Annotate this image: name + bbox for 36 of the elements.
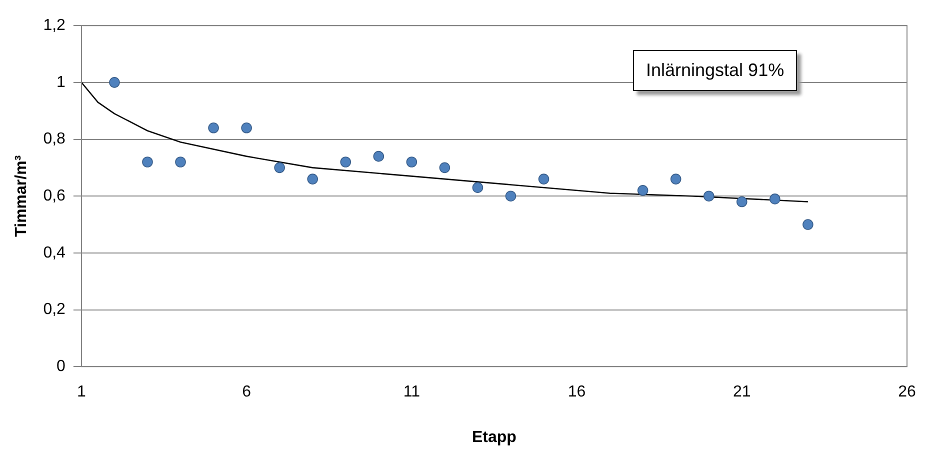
point [736, 196, 748, 208]
point [241, 122, 252, 134]
point [307, 174, 318, 184]
y-tick-label: 0,8 [43, 130, 66, 148]
x-tick-label: 16 [568, 384, 586, 401]
x-tick-label: 6 [242, 384, 252, 401]
point [109, 77, 120, 88]
point [142, 156, 153, 168]
x-tick-label: 11 [403, 384, 420, 401]
point [373, 150, 384, 162]
point [340, 156, 352, 168]
point [703, 190, 714, 202]
y-tick-label: 0,6 [43, 188, 66, 205]
y-tick-label: 0,4 [43, 244, 66, 262]
x-tick-label: 1 [76, 384, 86, 401]
point [439, 162, 450, 174]
point [505, 190, 516, 202]
point [175, 156, 186, 168]
point [208, 122, 219, 134]
y-tick-label: 1,2 [43, 17, 66, 34]
point [637, 185, 648, 196]
annotation: Inlärningstal 91% [633, 50, 798, 91]
x-tick-label: 21 [732, 384, 751, 401]
x-tick-label: 26 [898, 384, 916, 401]
y-tick-label: 0 [56, 358, 66, 376]
x-axis-title: Etapp [472, 428, 517, 446]
y-axis-title: Timmar/m³ [13, 155, 30, 237]
point [802, 219, 814, 230]
point [538, 174, 550, 184]
y-tick-label: 1 [56, 74, 66, 91]
y-tick-label: 0,2 [43, 301, 66, 318]
point [770, 194, 780, 204]
point [670, 174, 682, 184]
point [274, 162, 285, 174]
point [472, 182, 484, 193]
point [406, 156, 418, 168]
